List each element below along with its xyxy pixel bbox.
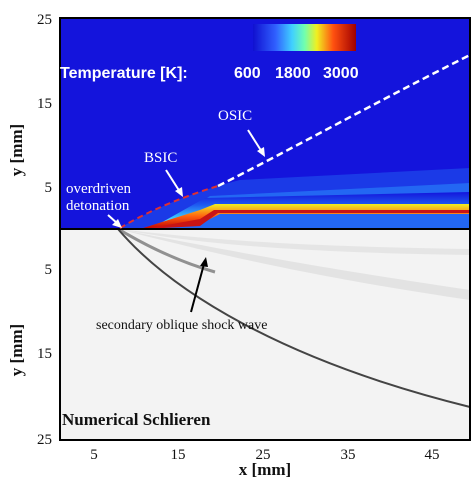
legend-title: Temperature [K]:: [60, 65, 188, 82]
y-tick-bottom-25: 25: [37, 432, 52, 448]
bsic-arrow: [165, 169, 181, 193]
osic-arrow: [247, 129, 263, 153]
bsic-label: BSIC: [144, 150, 177, 166]
bsic-arrowhead: [175, 187, 183, 197]
temperature-colorbar: [253, 24, 356, 51]
y-tick-top-25: 25: [37, 12, 52, 28]
x-axis-label: x [mm]: [239, 460, 291, 479]
overdriven-arrowhead: [112, 219, 122, 228]
x-tick-45: 45: [425, 447, 440, 463]
legend-value-600: 600: [234, 65, 261, 82]
y-tick-top-5: 5: [45, 180, 53, 196]
x-tick-5: 5: [90, 447, 98, 463]
legend-value-1800: 1800: [275, 65, 311, 82]
osic-line: [217, 53, 471, 188]
x-tick-35: 35: [341, 447, 356, 463]
schlieren-field: [60, 228, 471, 440]
overdriven-label-2: detonation: [66, 198, 130, 214]
plot-frame: [59, 17, 471, 441]
schlieren-label: Numerical Schlieren: [62, 410, 211, 429]
x-tick-25: 25: [256, 447, 271, 463]
secondary-arrowhead: [200, 257, 208, 267]
bsic-line: [119, 185, 219, 229]
osic-label: OSIC: [218, 108, 252, 124]
main-shock-line: [117, 228, 471, 408]
overdriven-label-1: overdriven: [66, 181, 131, 197]
secondary-shock-line: [119, 228, 216, 274]
y-tick-top-15: 15: [37, 96, 52, 112]
x-tick-15: 15: [171, 447, 186, 463]
y-tick-bottom-15: 15: [37, 346, 52, 362]
legend-value-3000: 3000: [323, 65, 359, 82]
osic-arrowhead: [257, 147, 265, 157]
secondary-shock-label: secondary oblique shock wave: [96, 318, 267, 333]
secondary-arrow: [190, 263, 205, 313]
y-tick-bottom-5: 5: [45, 262, 53, 278]
y-axis-label-top: y [mm]: [7, 124, 26, 176]
y-axis-label-bottom: y [mm]: [7, 324, 26, 376]
temperature-field: [60, 18, 470, 229]
